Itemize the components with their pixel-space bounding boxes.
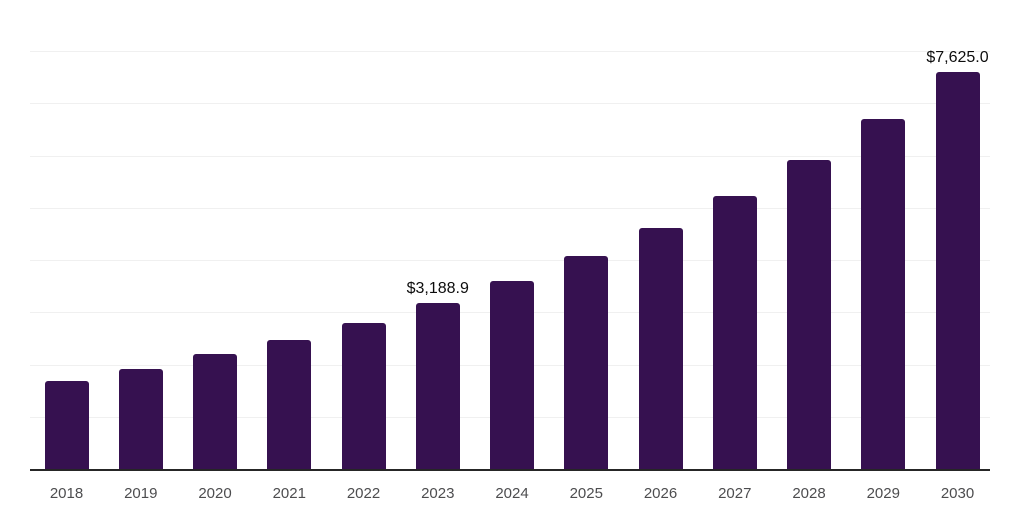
x-tick-2022: 2022	[346, 485, 381, 502]
x-tick-2020: 2020	[198, 485, 232, 502]
bar-2021	[267, 339, 312, 470]
x-axis-line	[30, 469, 990, 471]
x-tick-2026: 2026	[643, 485, 678, 502]
value-label-2023: $3,188.9	[406, 280, 469, 298]
x-tick-2018: 2018	[49, 485, 84, 502]
x-tick-2024: 2024	[495, 485, 529, 502]
plot-area: $3,188.9 $7,625.0	[30, 0, 990, 470]
bar-2027	[712, 196, 757, 470]
value-label-2030: $7,625.0	[926, 48, 989, 66]
bar-2019	[118, 368, 163, 470]
x-tick-2025: 2025	[569, 485, 603, 502]
bar-2020	[193, 353, 237, 470]
bar-2030	[935, 71, 980, 470]
x-tick-2027: 2027	[718, 485, 752, 502]
gridline-7000	[30, 103, 990, 105]
bar-2025	[564, 256, 609, 470]
x-tick-2023: 2023	[421, 485, 455, 502]
x-tick-2021: 2021	[272, 485, 306, 502]
bar-2028	[787, 159, 831, 470]
bar-2018	[44, 380, 89, 470]
gridline-5000	[30, 207, 990, 209]
gridline-6000	[30, 155, 990, 157]
bar-2022	[341, 322, 386, 470]
gridline-8000	[30, 51, 990, 53]
x-tick-2029: 2029	[866, 485, 900, 502]
x-tick-2019: 2019	[124, 485, 158, 502]
bar-2024	[490, 281, 534, 470]
gridline-4000	[30, 260, 990, 262]
x-tick-2028: 2028	[792, 485, 826, 502]
bar-2026	[638, 228, 683, 470]
x-tick-2030: 2030	[940, 485, 975, 502]
bar-2029	[861, 118, 906, 470]
bar-2023	[415, 303, 460, 470]
